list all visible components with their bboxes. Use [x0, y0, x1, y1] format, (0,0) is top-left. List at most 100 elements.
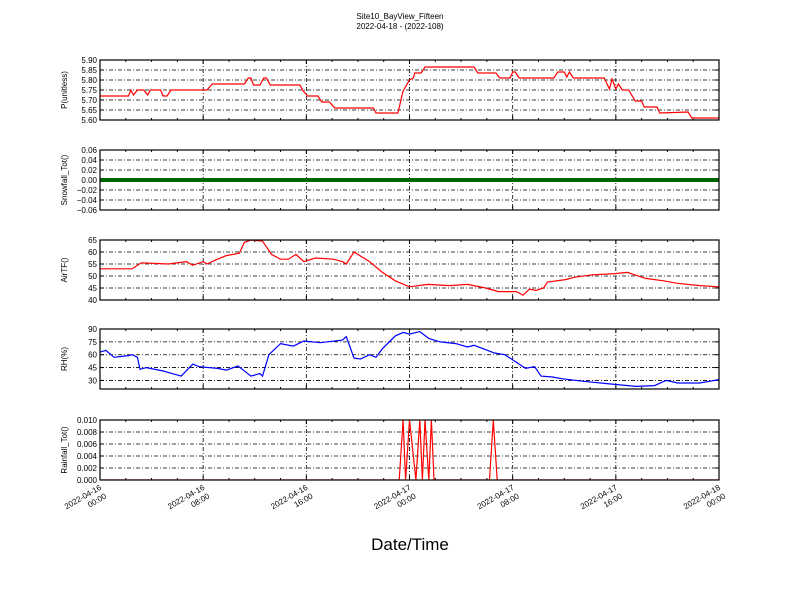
data-point	[542, 178, 547, 182]
data-point	[281, 178, 286, 182]
data-point	[423, 178, 428, 182]
data-point	[262, 178, 267, 182]
y-tick-label: 0.000	[77, 476, 98, 485]
data-point	[114, 178, 119, 182]
data-point	[523, 178, 528, 182]
plot-frame	[99, 59, 720, 121]
data-point	[481, 178, 486, 182]
data-point	[675, 178, 680, 182]
data-point	[530, 178, 535, 182]
data-point	[639, 178, 644, 182]
data-point	[217, 178, 222, 182]
y-tick-label: 60	[88, 248, 97, 257]
data-point	[384, 178, 389, 182]
data-point	[687, 178, 692, 182]
y-tick-label: 0.04	[81, 156, 97, 165]
data-point	[623, 178, 628, 182]
data-point	[520, 178, 525, 182]
data-point	[201, 178, 206, 182]
data-point	[568, 178, 573, 182]
data-point	[388, 178, 393, 182]
data-point	[546, 178, 551, 182]
data-point	[555, 178, 560, 182]
data-point	[484, 178, 489, 182]
y-tick-label: 45	[88, 364, 97, 373]
data-point	[633, 178, 638, 182]
data-point	[310, 178, 315, 182]
data-point	[272, 178, 277, 182]
y-axis-label: RH(%)	[60, 347, 69, 371]
data-point	[326, 178, 331, 182]
data-point	[626, 178, 631, 182]
series-line-rainfall	[100, 420, 719, 480]
data-point	[259, 178, 264, 182]
data-point	[284, 178, 289, 182]
data-point	[442, 178, 447, 182]
data-point	[565, 178, 570, 182]
y-tick-label: 5.85	[81, 66, 97, 75]
data-point	[517, 178, 522, 182]
data-point	[607, 178, 612, 182]
data-point	[220, 178, 225, 182]
data-point	[391, 178, 396, 182]
data-point	[397, 178, 402, 182]
data-point	[323, 178, 328, 182]
data-point	[362, 178, 367, 182]
data-point	[533, 178, 538, 182]
data-point	[223, 178, 228, 182]
data-point	[446, 178, 451, 182]
data-point	[378, 178, 383, 182]
data-point	[210, 178, 215, 182]
plot-frame	[99, 239, 720, 301]
data-point	[652, 178, 657, 182]
data-point	[301, 178, 306, 182]
series-line-air-temperature	[100, 240, 719, 296]
data-point	[304, 178, 309, 182]
data-point	[152, 178, 157, 182]
data-point	[333, 178, 338, 182]
data-point	[143, 178, 148, 182]
y-tick-label: 5.90	[81, 56, 97, 65]
data-point	[642, 178, 647, 182]
data-point	[246, 178, 251, 182]
y-tick-label: 0.006	[77, 440, 98, 449]
data-point	[139, 178, 144, 182]
data-point	[597, 178, 602, 182]
data-point	[307, 178, 312, 182]
data-point	[707, 178, 712, 182]
data-point	[194, 178, 199, 182]
data-point	[317, 178, 322, 182]
data-point	[188, 178, 193, 182]
data-point	[704, 178, 709, 182]
data-point	[471, 178, 476, 182]
panel-relative-humidity: 30 45 60 75 90 RH(%)	[60, 325, 720, 390]
y-tick-label: 90	[88, 325, 97, 334]
data-point	[207, 178, 212, 182]
data-point	[710, 178, 715, 182]
data-point	[230, 178, 235, 182]
chart-subtitle: 2022-04-18 - (2022-108)	[356, 22, 444, 31]
data-point	[410, 178, 415, 182]
y-axis-label: Rainfall_Tot()	[60, 426, 69, 473]
data-point	[172, 178, 177, 182]
data-point	[265, 178, 270, 182]
data-point	[149, 178, 154, 182]
data-point	[413, 178, 418, 182]
data-point	[662, 178, 667, 182]
data-point	[600, 178, 605, 182]
data-point	[401, 178, 406, 182]
y-tick-label: 5.60	[81, 116, 97, 125]
data-point	[330, 178, 335, 182]
data-point	[462, 178, 467, 182]
data-point	[613, 178, 618, 182]
panel-pressure: 5.605.655.705.755.805.855.90 P(unitless)	[60, 56, 720, 125]
data-point	[536, 178, 541, 182]
data-point	[678, 178, 683, 182]
y-tick-label: 0.00	[81, 176, 97, 185]
data-point	[526, 178, 531, 182]
chart-title: Site10_BayView_Fifteen	[356, 12, 443, 21]
data-point	[478, 178, 483, 182]
